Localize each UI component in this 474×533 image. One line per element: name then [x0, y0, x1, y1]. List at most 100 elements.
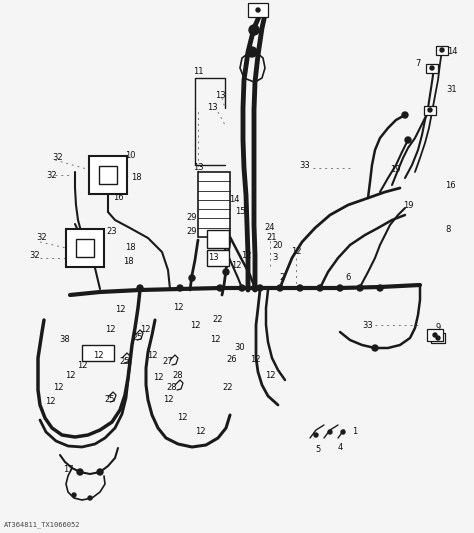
Text: 33: 33	[300, 160, 310, 169]
Circle shape	[314, 433, 318, 437]
Text: 12: 12	[140, 326, 150, 335]
Text: 32: 32	[30, 251, 40, 260]
Text: 6: 6	[346, 273, 351, 282]
Bar	[66, 229, 104, 267]
Circle shape	[77, 469, 83, 475]
Bar	[89, 156, 127, 194]
Circle shape	[433, 333, 437, 337]
Text: 12: 12	[231, 261, 241, 270]
Circle shape	[72, 493, 76, 497]
Circle shape	[239, 285, 245, 291]
Circle shape	[440, 48, 444, 52]
Text: 29: 29	[187, 214, 197, 222]
Text: 12: 12	[53, 384, 63, 392]
Text: 22: 22	[223, 384, 233, 392]
Text: 13: 13	[207, 103, 217, 112]
Circle shape	[430, 66, 434, 70]
Circle shape	[223, 269, 229, 275]
Circle shape	[249, 25, 259, 35]
Bar	[82, 345, 114, 361]
Circle shape	[217, 285, 223, 291]
Text: 12: 12	[291, 247, 301, 256]
Text: 12: 12	[195, 427, 205, 437]
Text: 12: 12	[93, 351, 103, 359]
Text: 12: 12	[265, 370, 275, 379]
Text: 5: 5	[315, 446, 320, 455]
Circle shape	[436, 336, 440, 340]
Text: 11: 11	[193, 68, 203, 77]
Bar	[431, 333, 445, 343]
Text: 13: 13	[208, 254, 219, 262]
Circle shape	[377, 285, 383, 291]
Text: 9: 9	[436, 324, 441, 333]
Text: 25: 25	[133, 334, 143, 343]
Text: 16: 16	[445, 181, 456, 190]
Circle shape	[137, 285, 143, 291]
Circle shape	[405, 137, 411, 143]
Text: 14: 14	[447, 47, 457, 56]
Circle shape	[328, 430, 332, 434]
Text: 8: 8	[445, 225, 451, 235]
Bar	[427, 329, 443, 341]
Bar	[436, 45, 448, 54]
Text: 10: 10	[125, 151, 135, 160]
Text: 18: 18	[131, 173, 141, 182]
Text: 12: 12	[147, 351, 157, 359]
Bar	[207, 250, 229, 266]
Text: 20: 20	[273, 240, 283, 249]
Text: 12: 12	[177, 414, 187, 423]
Circle shape	[428, 108, 432, 112]
Bar	[198, 191, 230, 200]
Circle shape	[97, 469, 103, 475]
Text: 4: 4	[337, 443, 343, 453]
Text: 12: 12	[153, 374, 163, 383]
Text: 12: 12	[190, 320, 200, 329]
Circle shape	[357, 285, 363, 291]
Text: 12: 12	[45, 398, 55, 407]
Text: 13: 13	[193, 164, 203, 173]
Text: 13: 13	[215, 91, 225, 100]
Bar	[426, 63, 438, 72]
Text: 15: 15	[235, 207, 245, 216]
Text: 12: 12	[210, 335, 220, 344]
Circle shape	[297, 285, 303, 291]
Circle shape	[256, 8, 260, 12]
Bar	[198, 209, 230, 219]
Text: 26: 26	[227, 356, 237, 365]
Circle shape	[317, 285, 323, 291]
Text: 3: 3	[272, 254, 278, 262]
Bar	[198, 172, 230, 181]
Text: 12: 12	[105, 326, 115, 335]
Text: 21: 21	[267, 233, 277, 243]
Text: 28: 28	[173, 370, 183, 379]
Text: 28: 28	[167, 384, 177, 392]
Circle shape	[402, 112, 408, 118]
Circle shape	[88, 496, 92, 500]
Bar	[424, 106, 436, 115]
Text: 7: 7	[415, 60, 421, 69]
Circle shape	[252, 285, 258, 291]
Text: 12: 12	[77, 360, 87, 369]
Bar	[248, 3, 268, 17]
Circle shape	[277, 285, 283, 291]
Text: 12: 12	[65, 370, 75, 379]
Bar	[207, 230, 229, 248]
Circle shape	[247, 47, 257, 57]
Text: 12: 12	[163, 395, 173, 405]
Text: 12: 12	[173, 303, 183, 312]
Text: 31: 31	[447, 85, 457, 94]
Text: 33: 33	[363, 320, 374, 329]
Text: 18: 18	[125, 244, 135, 253]
Text: 22: 22	[213, 316, 223, 325]
Circle shape	[257, 285, 263, 291]
Text: 18: 18	[123, 257, 133, 266]
Text: 32: 32	[36, 233, 47, 243]
Text: AT364811_TX1066052: AT364811_TX1066052	[4, 521, 81, 528]
Text: 25: 25	[120, 358, 130, 367]
Text: 29: 29	[187, 228, 197, 237]
Text: 1: 1	[352, 427, 357, 437]
Circle shape	[177, 285, 183, 291]
Circle shape	[251, 26, 259, 34]
Text: 23: 23	[107, 228, 117, 237]
Text: 38: 38	[60, 335, 70, 344]
